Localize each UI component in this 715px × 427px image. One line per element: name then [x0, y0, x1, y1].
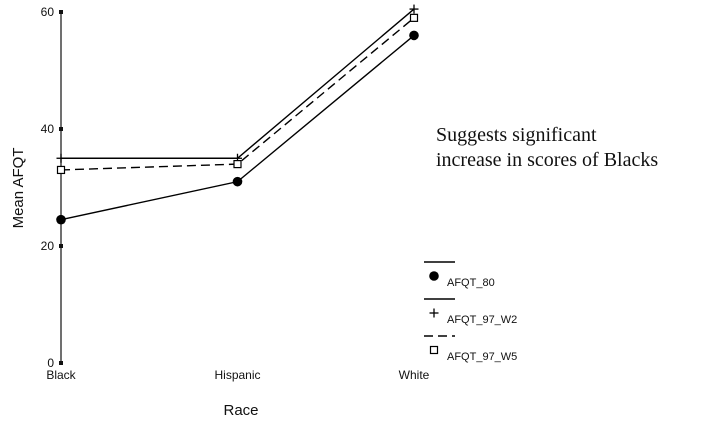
legend-item: AFQT_97_W2	[424, 298, 517, 326]
legend-marker	[429, 345, 439, 355]
annotation-note: Suggests significant increase in scores …	[436, 123, 706, 173]
data-point-marker	[56, 214, 66, 225]
x-tick-label: Black	[46, 368, 76, 382]
y-tick-label: 60	[41, 5, 55, 19]
y-tick-mark	[59, 244, 63, 248]
legend-item: AFQT_80	[424, 261, 495, 289]
data-point-marker	[409, 30, 419, 41]
series-markers	[56, 4, 419, 225]
data-point-marker	[56, 153, 66, 163]
data-point-marker	[233, 160, 242, 169]
y-tick-mark	[59, 361, 63, 365]
legend-label: AFQT_97_W2	[447, 314, 517, 326]
y-tick-label: 40	[41, 122, 55, 136]
x-tick-label: Hispanic	[214, 368, 260, 382]
y-axis-ticks: 0 20 40 60	[41, 5, 63, 370]
data-point-marker	[56, 165, 66, 175]
y-tick-label: 0	[47, 356, 54, 370]
y-tick-mark	[59, 10, 63, 14]
legend-label: AFQT_97_W5	[447, 351, 517, 363]
legend-marker	[429, 308, 439, 318]
series-line	[60, 34, 415, 221]
x-tick-label: White	[399, 368, 430, 382]
data-point-marker	[409, 4, 419, 14]
x-axis-ticks: Black Hispanic White	[46, 368, 429, 382]
series-line	[61, 8, 415, 159]
y-tick-mark	[59, 127, 63, 131]
data-point-marker	[409, 13, 419, 22]
legend: AFQT_80 AFQT_97_W2 AFQT_97_W5	[424, 261, 517, 363]
legend-label: AFQT_80	[447, 277, 495, 289]
legend-marker	[429, 271, 439, 281]
series-lines	[60, 8, 415, 221]
series-line	[60, 17, 415, 171]
x-axis-label: Race	[223, 402, 258, 419]
data-point-marker	[232, 176, 243, 187]
legend-item: AFQT_97_W5	[424, 335, 517, 363]
y-axis-label: Mean AFQT	[10, 148, 27, 229]
annotation-line-2: increase in scores of Blacks	[436, 149, 659, 171]
y-tick-label: 20	[41, 239, 55, 253]
annotation-line-1: Suggests significant	[436, 124, 597, 146]
